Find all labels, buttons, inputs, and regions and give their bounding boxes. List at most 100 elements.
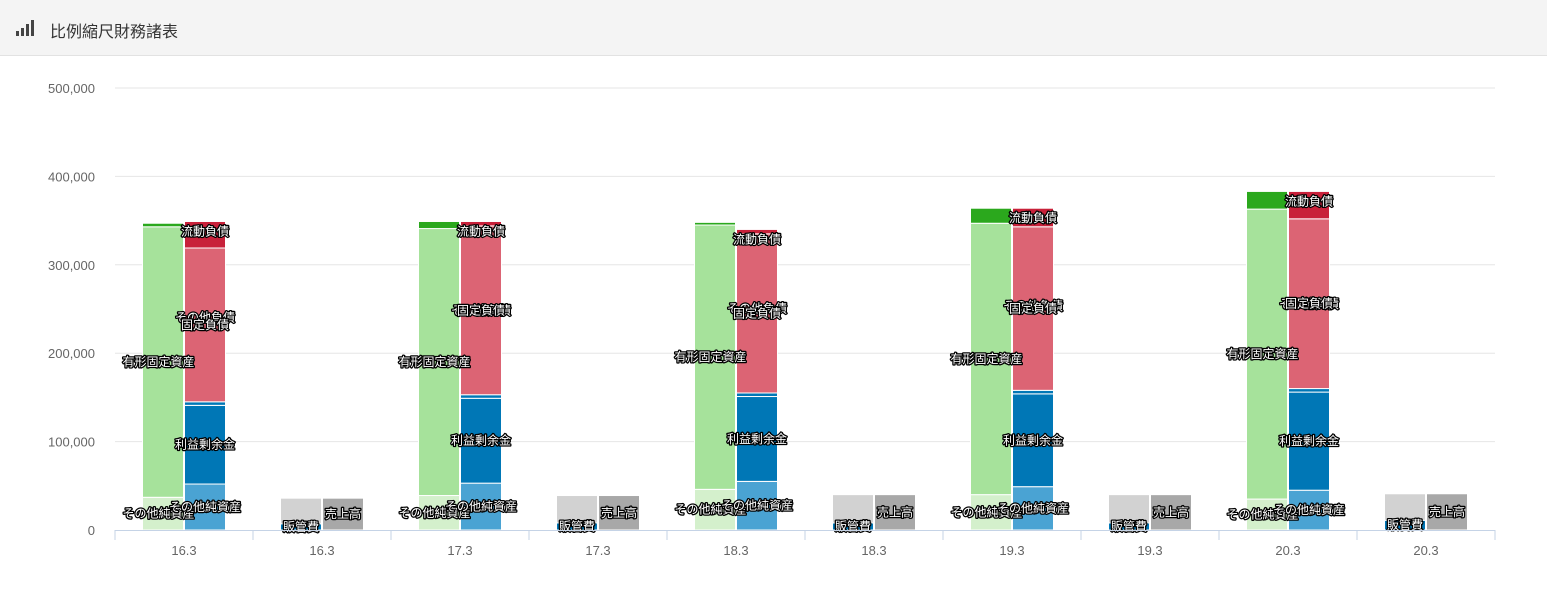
data-label: 固定負債 <box>1285 296 1333 311</box>
x-tick-label: 19.3 <box>999 543 1024 558</box>
bar-segment <box>142 226 184 498</box>
data-label: 有形固定資産 <box>122 354 194 369</box>
data-label: 利益剰余金 <box>175 437 235 452</box>
data-label: 固定負債 <box>1009 301 1057 316</box>
bar-segment <box>1246 208 1288 500</box>
bar-segment <box>460 482 502 531</box>
bar-segment <box>874 494 916 531</box>
bar-segment <box>736 228 778 235</box>
data-label: 販管費 <box>559 518 595 533</box>
bar-segment <box>184 247 226 403</box>
bar-segment <box>1012 226 1054 391</box>
bar-segment <box>1288 391 1330 491</box>
data-label: 利益剰余金 <box>451 433 511 448</box>
y-tick-label: 400,000 <box>48 169 95 184</box>
data-label: 有形固定資産 <box>950 351 1022 366</box>
bar-segment <box>1108 494 1150 524</box>
bar-segment <box>184 220 226 249</box>
bar-segment <box>418 495 460 531</box>
data-label: 流動負債 <box>733 231 781 246</box>
data-labels: その他純資産有形固定資産その他純資産利益剰余金その他負債固定負債流動負債販管費売… <box>121 192 1466 535</box>
data-label: その他負債 <box>175 309 235 324</box>
data-label: その他純資産 <box>721 498 793 513</box>
data-label: 売上高 <box>1153 504 1189 519</box>
data-label: 販管費 <box>283 519 319 534</box>
bar-segment <box>736 396 778 482</box>
x-tick-label: 17.3 <box>447 543 472 558</box>
data-label: 固定負債 <box>733 305 781 320</box>
x-tick-label: 17.3 <box>585 543 610 558</box>
data-label: 売上高 <box>1429 504 1465 519</box>
bar-segment <box>1012 389 1054 395</box>
y-tick-label: 200,000 <box>48 346 95 361</box>
data-label: 販管費 <box>835 518 871 533</box>
data-label: 流動負債 <box>1285 193 1333 208</box>
y-tick-label: 300,000 <box>48 258 95 273</box>
data-label: 利益剰余金 <box>1003 432 1063 447</box>
data-label: その他純資産 <box>950 504 1022 519</box>
financial-statement-chart: その他純資産有形固定資産その他純資産利益剰余金その他負債固定負債流動負債販管費売… <box>48 81 1496 558</box>
data-label: 有形固定資産 <box>398 354 470 369</box>
x-tick-label: 20.3 <box>1413 543 1438 558</box>
chart-header: 比例縮尺財務諸表 <box>0 0 1547 56</box>
data-label: 売上高 <box>601 505 637 520</box>
data-label: その他負債 <box>1279 296 1339 311</box>
data-label: その他純資産 <box>445 499 517 514</box>
x-tick-label: 20.3 <box>1275 543 1300 558</box>
data-label: その他純資産 <box>398 505 470 520</box>
bar-segment <box>1384 493 1426 521</box>
y-tick-label: 100,000 <box>48 435 95 450</box>
bar-chart-icon <box>16 20 34 36</box>
bar-segment <box>1246 498 1288 531</box>
bar-segment <box>736 233 778 394</box>
bar-segment <box>736 480 778 531</box>
bar-segment <box>556 495 598 524</box>
data-label: 有形固定資産 <box>674 349 746 364</box>
bar-segment <box>1012 207 1054 228</box>
data-label: 流動負債 <box>1009 210 1057 225</box>
bar-segment <box>142 496 184 531</box>
y-tick-label: 500,000 <box>48 81 95 96</box>
data-label: 固定負債 <box>181 317 229 332</box>
bar-segment <box>832 494 874 524</box>
bar-segment <box>1012 486 1054 531</box>
x-tick-label: 18.3 <box>723 543 748 558</box>
data-label: その他純資産 <box>997 500 1069 515</box>
data-label: 利益剰余金 <box>1279 433 1339 448</box>
data-label: その他純資産 <box>1273 502 1345 517</box>
data-label: 固定負債 <box>457 302 505 317</box>
bar-segment <box>418 220 460 230</box>
data-label: その他負債 <box>451 302 511 317</box>
chart-title: 比例縮尺財務諸表 <box>50 24 179 41</box>
data-label: 販管費 <box>1387 517 1423 532</box>
data-label: その他純資産 <box>169 499 241 514</box>
data-label: 売上高 <box>877 504 913 519</box>
data-label: その他純資産 <box>674 502 746 517</box>
bar-segment <box>184 401 226 406</box>
bar-segment <box>970 222 1012 496</box>
bar-segment <box>694 224 736 490</box>
x-tick-label: 19.3 <box>1137 543 1162 558</box>
bar-series <box>142 190 1468 531</box>
data-label: その他純資産 <box>1226 507 1298 522</box>
data-label: 流動負債 <box>181 223 229 238</box>
x-tick-label: 18.3 <box>861 543 886 558</box>
bar-segment <box>418 228 460 497</box>
bar-segment <box>1288 388 1330 393</box>
bar-segment <box>460 394 502 399</box>
data-label: その他負債 <box>727 301 787 316</box>
bar-segment <box>184 483 226 531</box>
bar-segment <box>694 488 736 531</box>
bar-segment <box>184 404 226 485</box>
bar-segment <box>1426 493 1468 531</box>
x-axis: 0 100,000 200,000 300,000 400,000 500,000 16.3… <box>48 81 1496 558</box>
bar-segment <box>1288 190 1330 220</box>
bar-segment <box>598 495 640 531</box>
data-label: 利益剰余金 <box>727 431 787 446</box>
bar-segment <box>142 222 184 228</box>
bar-segment <box>970 207 1012 224</box>
bar-segment <box>460 220 502 227</box>
data-label: その他負債 <box>1003 298 1063 313</box>
bar-segment <box>460 397 502 484</box>
data-label: 売上高 <box>325 506 361 521</box>
